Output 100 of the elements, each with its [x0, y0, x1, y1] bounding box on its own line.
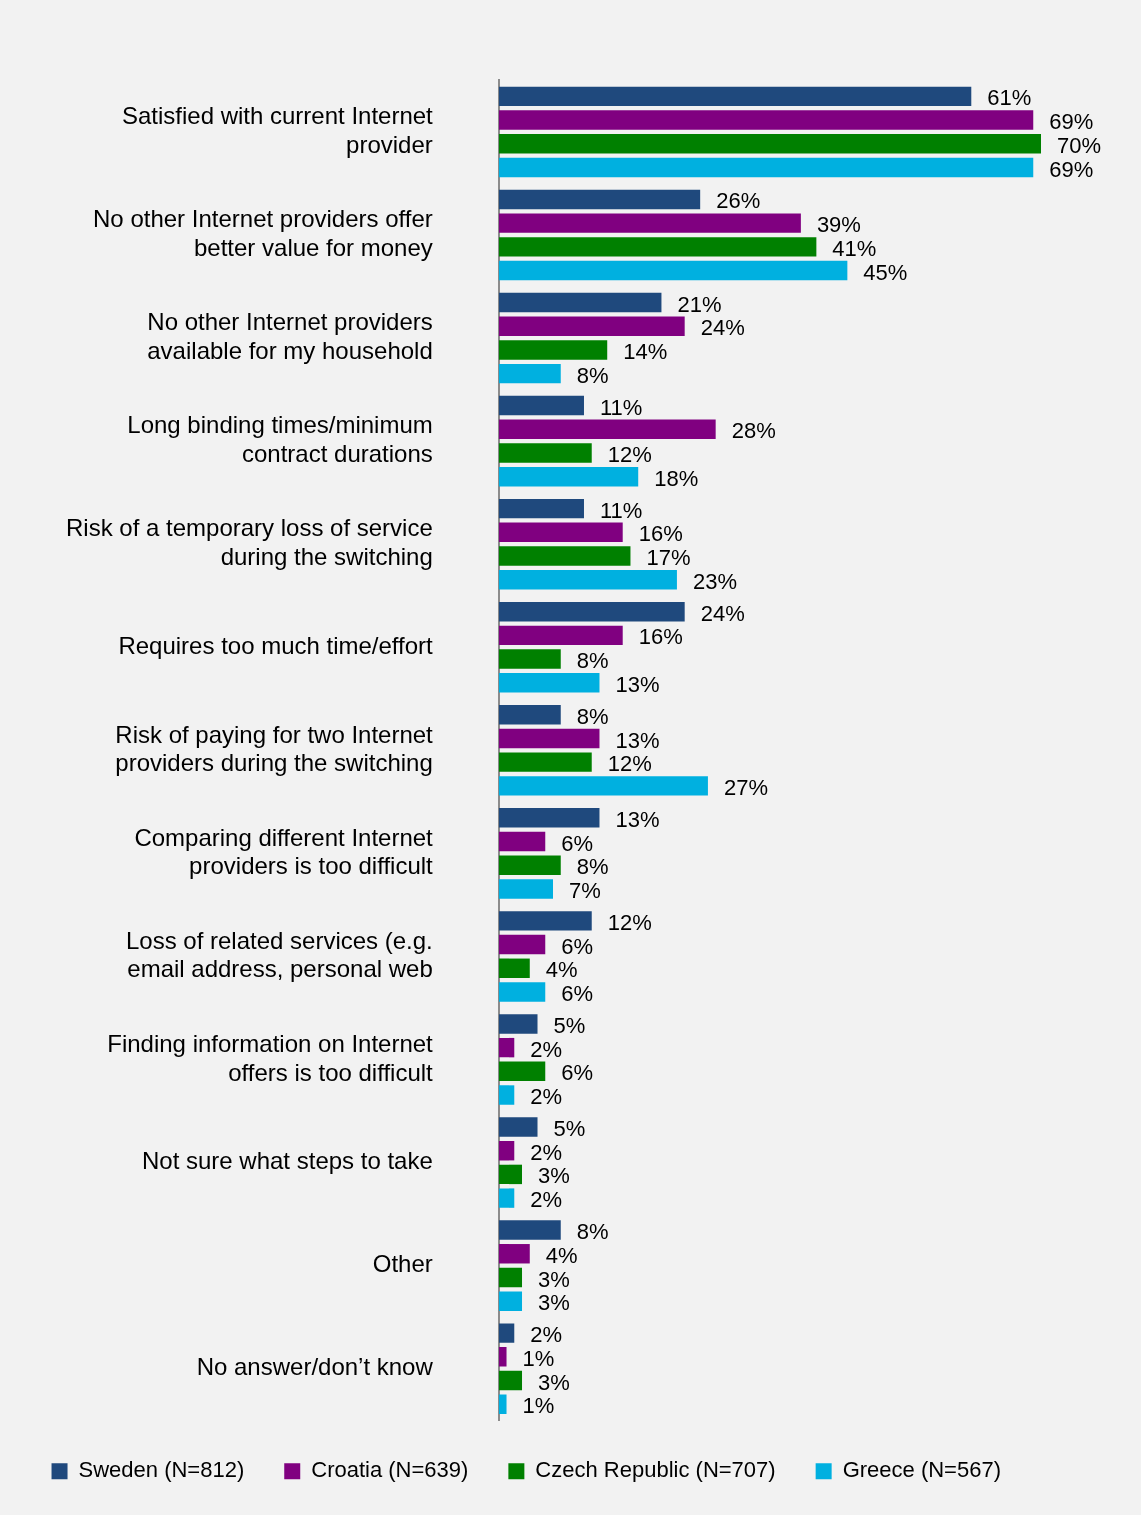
bar	[498, 1347, 507, 1367]
bar	[498, 1323, 515, 1343]
bar	[498, 601, 685, 622]
bar	[498, 625, 623, 646]
bar	[498, 363, 561, 384]
bar	[498, 831, 546, 852]
bar	[498, 1085, 515, 1105]
bar	[498, 673, 600, 693]
bar	[498, 466, 639, 487]
data-label: 16%	[638, 624, 683, 650]
data-label: 26%	[716, 188, 761, 214]
data-label: 13%	[615, 727, 660, 753]
data-label: 23%	[692, 568, 737, 594]
bar	[498, 1037, 515, 1058]
data-label: 11%	[599, 497, 643, 523]
bar	[498, 1188, 515, 1208]
y-tick-label: Other	[372, 1250, 433, 1278]
y-tick-label: Risk of a temporary loss of service during the switching	[65, 514, 433, 571]
bar	[498, 752, 592, 772]
bar	[498, 316, 685, 336]
data-label: 5%	[553, 1116, 586, 1142]
data-label: 2%	[530, 1036, 563, 1062]
bar	[498, 1291, 523, 1311]
data-label: 8%	[576, 362, 609, 388]
data-label: 69%	[1049, 156, 1094, 182]
bar	[498, 705, 561, 725]
bar	[498, 110, 1034, 130]
data-label: 8%	[576, 648, 609, 674]
bar	[498, 522, 623, 543]
data-label: 41%	[832, 235, 877, 261]
data-label: 2%	[530, 1187, 563, 1213]
bar	[498, 86, 972, 107]
data-label: 70%	[1057, 132, 1102, 158]
data-label: 2%	[530, 1139, 563, 1165]
data-label: 4%	[545, 957, 578, 983]
data-label: 4%	[545, 1242, 578, 1268]
data-label: 8%	[576, 1219, 609, 1245]
y-tick-label: No answer/don’t know	[196, 1353, 434, 1381]
bar	[498, 498, 584, 519]
y-tick-label: No other Internet providers available for my household	[147, 308, 433, 365]
bar	[498, 443, 592, 463]
data-label: 13%	[615, 806, 660, 832]
data-label: 27%	[723, 774, 768, 800]
data-label: 6%	[561, 981, 594, 1007]
bar	[498, 237, 817, 257]
bar	[498, 1117, 538, 1137]
bar	[498, 292, 662, 313]
data-label: 18%	[654, 465, 699, 491]
y-tick-label: Requires too much time/effort	[118, 631, 434, 659]
data-label: 2%	[530, 1084, 563, 1110]
data-label: 16%	[638, 521, 683, 547]
data-label: 39%	[816, 212, 861, 238]
bar	[498, 340, 608, 360]
y-tick-label: Finding information on Internet offers is too difficult	[107, 1029, 434, 1086]
data-label: 8%	[576, 854, 609, 880]
data-label: 24%	[700, 600, 745, 626]
data-label: 7%	[569, 877, 601, 903]
legend-label: Greece (N=567)	[842, 1457, 1002, 1483]
y-tick-label: Comparing different Internet providers is too difficult	[134, 823, 434, 880]
bar	[498, 958, 530, 978]
y-tick-label: Long binding times/minimum contract durations	[127, 411, 433, 468]
bar	[498, 934, 546, 955]
bar	[498, 419, 716, 439]
bar	[498, 1164, 523, 1185]
y-tick-label: Satisfied with current Internet provider	[121, 102, 434, 158]
bar	[498, 808, 600, 828]
data-label: 61%	[987, 85, 1032, 111]
bar	[498, 879, 554, 899]
y-tick-label: Loss of related services (e.g. email address, personal web	[125, 926, 433, 983]
bar	[498, 189, 701, 210]
bar	[498, 1061, 546, 1082]
bar	[498, 395, 584, 416]
data-label: 11%	[599, 394, 643, 420]
data-label: 21%	[677, 291, 722, 317]
bar	[498, 213, 801, 233]
legend-label: Sweden (N=812)	[78, 1457, 245, 1483]
data-label: 13%	[615, 671, 660, 697]
bar	[498, 982, 546, 1002]
data-label: 12%	[607, 909, 652, 935]
legend-label: Croatia (N=639)	[311, 1457, 469, 1483]
bar	[498, 546, 631, 566]
bar	[498, 649, 561, 669]
bar	[498, 157, 1034, 178]
bar	[498, 911, 592, 931]
y-tick-label: Not sure what steps to take	[141, 1147, 433, 1175]
bar	[498, 1394, 507, 1414]
legend-label: Czech Republic (N=707)	[535, 1457, 776, 1483]
data-label: 17%	[646, 545, 691, 571]
data-label: 2%	[530, 1322, 563, 1348]
bar	[498, 1220, 561, 1240]
bar	[498, 776, 708, 796]
data-label: 6%	[561, 933, 594, 959]
bar	[498, 1370, 523, 1391]
data-label: 45%	[863, 259, 908, 285]
data-label: 69%	[1049, 109, 1094, 135]
data-label: 12%	[607, 442, 652, 468]
bar	[498, 1140, 515, 1161]
data-label: 14%	[623, 338, 668, 364]
data-label: 8%	[576, 703, 609, 729]
y-tick-label: Risk of paying for two Internet providers during the switching	[115, 720, 434, 777]
